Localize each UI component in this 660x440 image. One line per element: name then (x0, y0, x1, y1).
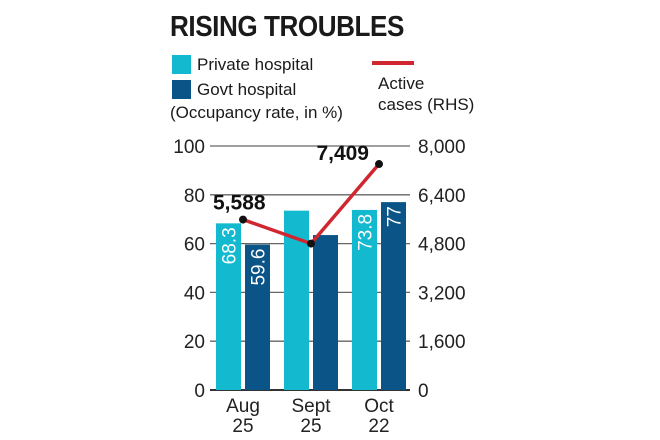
x-tick-label: Aug (226, 396, 260, 417)
legend-swatch-private (172, 55, 191, 74)
bar-private (216, 223, 241, 390)
legend-line-2: cases (RHS) (378, 95, 475, 114)
y-tick-right: 0 (418, 381, 429, 402)
legend-line-1: Active (378, 74, 425, 93)
legend-line-swatch (372, 61, 414, 65)
bar-govt (245, 244, 270, 390)
y-tick-left: 60 (184, 235, 205, 256)
line-label: 7,409 (316, 142, 369, 165)
x-tick-label: Sept (291, 396, 331, 417)
x-tick-label: 25 (300, 416, 321, 437)
y-tick-left: 0 (194, 381, 205, 402)
y-tick-left: 80 (184, 186, 205, 207)
y-tick-right: 6,400 (418, 186, 466, 207)
bar-label: 59.6 (249, 249, 270, 286)
y-tick-left: 20 (184, 332, 205, 353)
legend-swatch-govt (172, 80, 191, 99)
x-tick-label: 22 (368, 416, 389, 437)
bar-private (352, 209, 377, 390)
line-point (239, 215, 247, 224)
x-tick-label: Oct (364, 396, 394, 417)
bar-label: 68.3 (220, 227, 241, 264)
bar-govt (381, 202, 406, 390)
y-tick-right: 1,600 (418, 332, 466, 353)
bar-label: 77 (385, 206, 406, 227)
bar-label: 73.8 (356, 214, 377, 251)
line-label: 5,588 (213, 192, 266, 215)
legend-unit: (Occupancy rate, in %) (170, 103, 343, 122)
chart-title: RISING TROUBLES (170, 11, 404, 43)
legend-govt: Govt hospital (197, 80, 297, 99)
line-point (375, 160, 383, 169)
y-tick-right: 4,800 (418, 235, 466, 256)
bar-govt (313, 235, 338, 390)
x-tick-label: 25 (232, 416, 253, 437)
y-tick-left: 100 (173, 137, 205, 158)
legend-private: Private hospital (197, 55, 314, 74)
line-point (307, 239, 315, 248)
y-tick-right: 8,000 (418, 137, 466, 158)
y-tick-right: 3,200 (418, 283, 466, 304)
y-tick-left: 40 (184, 283, 205, 304)
